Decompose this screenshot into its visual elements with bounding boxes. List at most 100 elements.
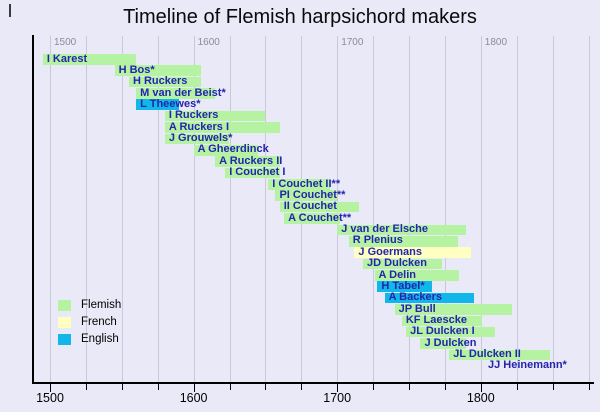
gridline-1500 <box>50 36 51 383</box>
maker-label: A Backers <box>388 291 442 304</box>
timeline-bar <box>384 292 474 304</box>
maker-label: A Gheerdinck <box>197 143 269 156</box>
legend-swatch-english <box>58 334 71 345</box>
gridline-1775 <box>444 36 446 383</box>
maker-label: H Ruckers <box>132 75 188 88</box>
top-tick-label-1600: 1600 <box>197 37 220 48</box>
legend-swatch-flemish <box>58 300 71 311</box>
x-axis-tick-label-1800: 1800 <box>466 391 495 405</box>
maker-label: H Tabel* <box>381 279 425 292</box>
x-axis-tick-1600 <box>193 384 195 392</box>
x-axis-tick-1700 <box>337 384 339 392</box>
maker-label: JL Dulcken I <box>410 325 475 338</box>
timeline-bar <box>406 326 496 338</box>
timeline-bar <box>193 144 259 156</box>
gridline-1650 <box>265 36 267 383</box>
x-axis-tick-1675 <box>301 384 303 390</box>
timeline-bar <box>279 201 359 213</box>
x-axis-tick-1550 <box>121 384 123 390</box>
gridline-1850 <box>552 36 554 383</box>
maker-label: I Ruckers <box>168 109 219 122</box>
x-axis-tick-1625 <box>229 384 231 390</box>
gridline-1625 <box>229 36 231 383</box>
timeline-bar <box>128 76 201 88</box>
maker-label: J Dulcken <box>424 336 477 349</box>
timeline-bar <box>136 88 216 99</box>
x-axis-tick-1850 <box>552 384 554 390</box>
x-axis-tick-1725 <box>373 384 375 390</box>
timeline-bar <box>164 122 280 133</box>
legend-label-flemish: Flemish <box>81 299 122 311</box>
x-axis-tick-1650 <box>265 384 267 390</box>
gridline-1725 <box>373 36 375 383</box>
timeline-bar <box>337 224 467 236</box>
maker-label: JL Dulcken II <box>453 348 521 361</box>
timeline-bar <box>449 349 550 361</box>
x-axis-tick-1525 <box>85 384 87 390</box>
maker-label: R Plenius <box>352 234 403 247</box>
top-tick-label-1500: 1500 <box>54 37 77 48</box>
maker-label: J Grouwels* <box>168 132 233 145</box>
gridline-1550 <box>121 36 123 383</box>
maker-label: I Couchet I <box>229 166 286 179</box>
top-tick-label-1800: 1800 <box>484 37 508 48</box>
timeline-bar <box>363 258 443 270</box>
legend-swatch-french <box>58 317 71 328</box>
maker-label: A Delin <box>378 268 417 281</box>
maker-label: A Ruckers I <box>168 120 229 133</box>
x-axis-tick-1875 <box>588 384 590 390</box>
maker-label: L Theewes* <box>140 97 201 110</box>
legend-label-english: English <box>81 333 119 345</box>
timeline-bar <box>215 156 280 167</box>
maker-label: I Couchet II** <box>272 177 341 190</box>
timeline-bar <box>268 179 330 190</box>
maker-label: JD Dulcken <box>367 257 427 270</box>
timeline-bar <box>42 54 137 65</box>
timeline-bar <box>394 304 513 315</box>
x-axis-tick-1575 <box>157 384 159 390</box>
stray-mark <box>9 4 11 17</box>
gridline-1750 <box>409 36 410 383</box>
timeline-bar <box>164 133 230 145</box>
timeline-bar <box>225 167 280 179</box>
y-axis-spine <box>32 35 34 384</box>
timeline-bar <box>136 99 180 111</box>
gridline-1825 <box>516 36 518 383</box>
x-axis-tick-1750 <box>409 384 410 390</box>
x-axis-tick-label-1600: 1600 <box>179 391 208 405</box>
x-axis-tick-1500 <box>50 384 51 392</box>
timeline-bar <box>377 281 432 292</box>
x-axis-tick-label-1500: 1500 <box>36 391 64 405</box>
x-axis-tick-1800 <box>480 384 482 392</box>
timeline-bar <box>348 235 458 247</box>
maker-label: JJ Heinemann* <box>487 359 567 372</box>
x-axis-tick-label-1700: 1700 <box>323 391 352 405</box>
timeline-bar <box>374 270 460 281</box>
timeline-bar <box>114 65 201 76</box>
maker-label: H Bos* <box>118 63 155 76</box>
gridline-1875 <box>588 36 590 383</box>
gridline-1600 <box>193 36 195 383</box>
maker-label: A Couchet** <box>288 211 352 224</box>
maker-label: M van der Beist* <box>140 86 226 99</box>
maker-label: PI Couchet** <box>279 188 346 201</box>
maker-label: KF Laescke <box>405 314 467 326</box>
timeline-bar <box>164 110 266 122</box>
legend-label-french: French <box>81 316 117 328</box>
gridline-1800 <box>480 36 482 383</box>
timeline-bar <box>354 247 471 258</box>
maker-label: J van der Elsche <box>341 223 429 236</box>
maker-label: A Ruckers II <box>219 154 283 167</box>
maker-label: II Couchet <box>283 200 337 213</box>
x-axis-spine <box>32 382 594 384</box>
top-tick-label-1700: 1700 <box>341 37 364 48</box>
maker-label: JP Bull <box>398 302 436 315</box>
timeline-bar <box>284 213 341 224</box>
gridline-1525 <box>85 36 87 383</box>
gridline-1575 <box>157 36 159 383</box>
chart-title: Timeline of Flemish harpsichord makers <box>123 6 477 28</box>
timeline-bar <box>401 315 483 327</box>
x-axis-tick-1825 <box>516 384 518 390</box>
x-axis-tick-1775 <box>444 384 446 390</box>
